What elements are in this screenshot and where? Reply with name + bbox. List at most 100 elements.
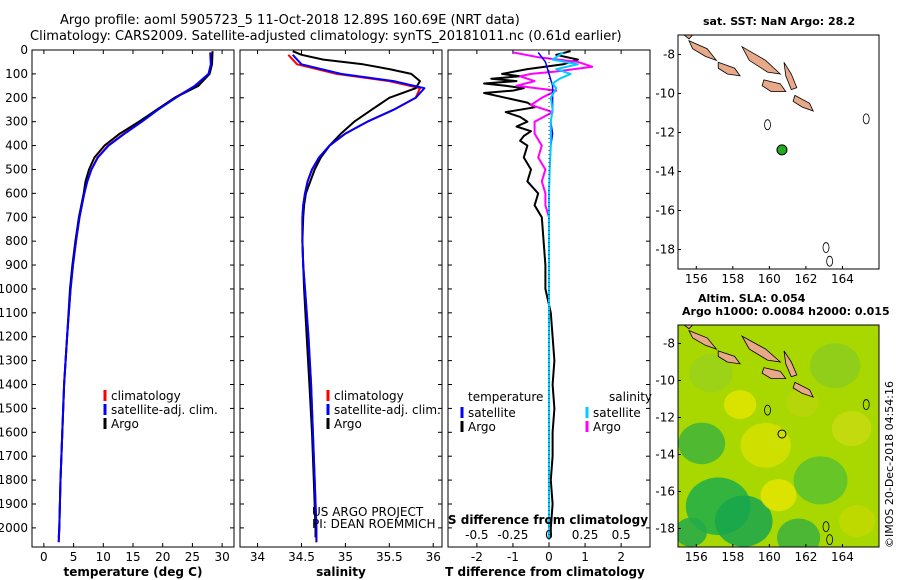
sla-anomaly-blob bbox=[839, 505, 876, 538]
island-landmass bbox=[683, 35, 694, 40]
x-tick-label: 1 bbox=[581, 550, 589, 564]
island-landmass bbox=[761, 79, 787, 92]
y-tick-label: 800 bbox=[5, 234, 28, 248]
legend-label: climatology bbox=[111, 389, 181, 403]
y-tick-label: 1700 bbox=[0, 449, 28, 463]
sla-anomaly-blob bbox=[793, 456, 848, 505]
x-tick-label: 30 bbox=[214, 550, 229, 564]
legend-label: Argo bbox=[111, 417, 139, 431]
y-tick-label: 1400 bbox=[0, 378, 28, 392]
map-x-tick-label: 156 bbox=[685, 550, 708, 564]
y-tick-label: 1200 bbox=[0, 330, 28, 344]
sla-anomaly-blob bbox=[678, 422, 726, 465]
sla-map-title-line2: Argo h1000: 0.0084 h2000: 0.015 bbox=[682, 305, 890, 318]
sla-anomaly-blob bbox=[678, 517, 707, 547]
x-tick-label: -1 bbox=[507, 550, 519, 564]
top-tick-label: 0.5 bbox=[612, 528, 631, 542]
map-y-tick-label: -16 bbox=[655, 204, 675, 218]
sla-anomaly-blob bbox=[760, 479, 797, 512]
sla-map-area bbox=[678, 325, 879, 547]
y-tick-label: 0 bbox=[20, 43, 28, 57]
x-tick-label: 34 bbox=[250, 550, 265, 564]
x-tick-label: 34.5 bbox=[288, 550, 315, 564]
map-y-tick-label: -14 bbox=[655, 448, 675, 462]
y-tick-label: 200 bbox=[5, 91, 28, 105]
map-y-tick-label: -8 bbox=[663, 48, 675, 62]
top-tick-label: 0.25 bbox=[572, 528, 599, 542]
y-tick-label: 700 bbox=[5, 210, 28, 224]
y-tick-label: 900 bbox=[5, 258, 28, 272]
map-frame bbox=[677, 34, 880, 270]
map-y-tick-label: -10 bbox=[655, 374, 675, 388]
x-tick-label: 36 bbox=[426, 550, 441, 564]
reef-outline bbox=[822, 242, 830, 253]
map-x-tick-label: 160 bbox=[758, 272, 781, 286]
sla-anomaly-blob bbox=[740, 422, 791, 468]
legend-label: satellite-adj. clim. bbox=[111, 403, 218, 417]
y-tick-label: 1900 bbox=[0, 497, 28, 511]
legend-label: satellite bbox=[593, 406, 641, 420]
difference-profile: -2 -1 0 1 2T difference from climatology temp… bbox=[445, 49, 652, 579]
series-line-s-satellite bbox=[548, 51, 579, 540]
y-tick-label: 1300 bbox=[0, 354, 28, 368]
x-tick-label: 35 bbox=[338, 550, 353, 564]
y-tick-label: 1000 bbox=[0, 282, 28, 296]
sst-map-area bbox=[678, 35, 879, 269]
title-line-1: Argo profile: aoml 5905723_5 11-Oct-2018… bbox=[60, 13, 520, 28]
legend-label: Argo bbox=[468, 420, 496, 434]
reef-outline bbox=[826, 534, 834, 545]
y-tick-label: 1500 bbox=[0, 401, 28, 415]
reef-outline bbox=[764, 119, 771, 131]
x-tick-label: 0 bbox=[545, 550, 553, 564]
y-tick-label: 2000 bbox=[0, 521, 28, 535]
sla-anomaly-blob bbox=[723, 390, 757, 419]
y-tick-label: 100 bbox=[5, 67, 28, 81]
temperature-profile-frame bbox=[31, 49, 235, 548]
series-line-satellite-adj--clim- bbox=[57, 52, 212, 543]
top-axis-label: S difference from climatology bbox=[448, 513, 648, 527]
map-x-tick-label: 160 bbox=[758, 550, 781, 564]
sst-map: 156 158 160 162 164 -8 -10 -12 -14 -16 -18 bbox=[655, 34, 880, 286]
map-x-tick-label: 156 bbox=[685, 272, 708, 286]
map-y-tick-label: -18 bbox=[655, 522, 675, 536]
legend-label: Argo bbox=[334, 417, 362, 431]
x-tick-label: 15 bbox=[125, 550, 140, 564]
credit-text: PI: DEAN ROEMMICH bbox=[312, 517, 435, 531]
map-y-tick-label: -16 bbox=[655, 485, 675, 499]
island-landmass bbox=[717, 350, 741, 365]
legend-heading-salinity: salinity bbox=[609, 390, 652, 404]
top-tick-label: -0.5 bbox=[465, 528, 488, 542]
map-frame bbox=[677, 324, 880, 548]
map-x-tick-label: 164 bbox=[831, 272, 854, 286]
x-tick-label: 25 bbox=[185, 550, 200, 564]
y-tick-label: 500 bbox=[5, 162, 28, 176]
island-landmass bbox=[792, 94, 814, 112]
legend-label: satellite bbox=[468, 406, 516, 420]
sla-anomaly-blob bbox=[689, 353, 733, 393]
sla-anomaly-blob bbox=[777, 518, 821, 547]
map-x-tick-label: 164 bbox=[831, 550, 854, 564]
island-landmass bbox=[717, 61, 741, 77]
imos-credit: ©IMOS 20-Dec-2018 04:54:16 bbox=[883, 381, 896, 548]
x-axis-label: salinity bbox=[316, 565, 366, 579]
x-tick-label: 10 bbox=[96, 550, 111, 564]
salinity-profile: 34 34.5 35 35.5 36 salinity climatologysatelli… bbox=[239, 49, 443, 579]
reef-outline bbox=[764, 404, 771, 416]
reef-outline bbox=[862, 113, 870, 125]
legend-label: satellite-adj. clim. bbox=[334, 403, 441, 417]
map-y-tick-label: -18 bbox=[655, 243, 675, 257]
x-axis-label: temperature (deg C) bbox=[64, 565, 203, 579]
legend-label: Argo bbox=[593, 420, 621, 434]
argo-position-marker bbox=[776, 144, 788, 156]
temperature-profile: 0100200300400500600700800900100011001200… bbox=[0, 43, 235, 579]
x-tick-label: 5 bbox=[70, 550, 78, 564]
x-tick-label: 20 bbox=[155, 550, 170, 564]
legend-heading-temperature: temperature bbox=[468, 390, 543, 404]
island-landmass bbox=[761, 367, 787, 380]
y-tick-label: 400 bbox=[5, 139, 28, 153]
map-y-tick-label: -12 bbox=[655, 126, 675, 140]
sla-map-title-line1: Altim. SLA: 0.054 bbox=[698, 292, 806, 305]
island-landmass bbox=[740, 335, 782, 363]
map-x-tick-label: 162 bbox=[794, 550, 817, 564]
